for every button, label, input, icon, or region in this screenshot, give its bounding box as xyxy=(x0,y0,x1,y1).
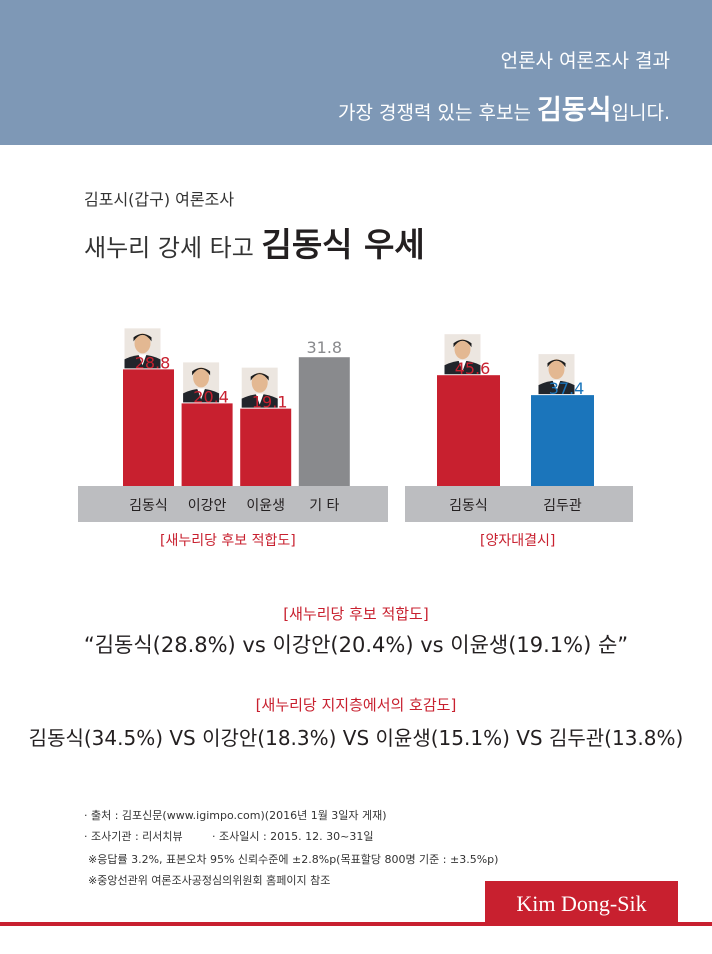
photo-shirt xyxy=(255,393,264,405)
chart-caption-head-to-head: [양자대결시] xyxy=(480,533,556,549)
bar xyxy=(181,403,233,486)
footnote-source: · 출처 : 김포신문(www.igimpo.com)(2016년 1월 3일자… xyxy=(84,809,387,822)
bar-value-label: 20.4 xyxy=(193,387,229,406)
header-banner: 언론사 여론조사 결과 가장 경쟁력 있는 후보는 김동식입니다. xyxy=(0,0,712,145)
candidate-photo-0 xyxy=(124,328,161,369)
footnote-reference: ※중앙선관위 여론조사공정심의위원회 홈페이지 참조 xyxy=(88,874,331,887)
photo-face xyxy=(134,333,151,354)
category-label: 이강안 xyxy=(188,498,227,514)
category-label: 김동식 xyxy=(449,498,488,514)
footnote-date: · 조사일시 : 2015. 12. 30~31일 xyxy=(212,830,374,843)
header-line-2-post: 입니다. xyxy=(611,102,670,124)
candidate-photo-0 xyxy=(444,334,481,375)
survey-subtitle: 김포시(갑구) 여론조사 xyxy=(84,190,235,209)
survey-headline: 새누리 강세 타고 김동식 우세 xyxy=(84,218,425,266)
photo-hair xyxy=(453,339,472,348)
header-candidate-name: 김동식 xyxy=(536,95,612,126)
bar xyxy=(437,375,500,486)
category-label: 기 타 xyxy=(309,498,339,514)
category-label: 김두관 xyxy=(543,498,582,514)
photo-shirt xyxy=(458,360,467,372)
candidate-photo-1 xyxy=(183,362,220,403)
header-line-2: 가장 경쟁력 있는 후보는 김동식입니다. xyxy=(338,88,670,127)
bar-value-label: 31.8 xyxy=(306,338,342,357)
category-label: 김동식 xyxy=(129,498,168,514)
photo-hair xyxy=(133,333,152,342)
photo-face xyxy=(251,372,268,393)
category-label-band xyxy=(405,486,633,522)
brand-name: Kim Dong-Sik xyxy=(516,891,647,916)
bar xyxy=(531,395,594,486)
photo-face xyxy=(454,339,471,360)
photo-hair xyxy=(192,367,211,376)
header-line-2-pre: 가장 경쟁력 있는 후보는 xyxy=(338,102,537,124)
photo-face xyxy=(193,367,210,388)
bottom-rule xyxy=(0,922,712,926)
section-fitness-title: [새누리당 후보 적합도] xyxy=(283,605,429,623)
photo-hair xyxy=(250,373,269,381)
headline-pre: 새누리 강세 타고 xyxy=(84,234,262,262)
category-label-band xyxy=(78,486,388,522)
category-label: 이윤생 xyxy=(246,498,285,514)
section-favorability-title: [새누리당 지지층에서의 호감도] xyxy=(255,696,457,714)
headline-bold: 김동식 우세 xyxy=(261,225,425,264)
bar xyxy=(298,357,350,486)
photo-shirt xyxy=(138,354,147,366)
bar-value-label: 37.4 xyxy=(549,379,585,398)
footnote-agency: · 조사기관 : 리서치뷰 xyxy=(84,830,183,843)
brand-badge: Kim Dong-Sik xyxy=(485,881,678,924)
photo-hair xyxy=(547,359,566,368)
chart-candidate-fitness: 28.8 김동식 20.4 이강안 19.1 이윤생 31.8 기 타 xyxy=(78,328,388,522)
bar xyxy=(123,369,174,486)
candidate-photo-2 xyxy=(241,367,278,408)
bar-value-label: 45.6 xyxy=(455,359,491,378)
chart-head-to-head: 45.6 김동식 37.4 김두관 xyxy=(405,334,633,522)
bar-charts: 28.8 김동식 20.4 이강안 19.1 이윤생 31.8 기 타 45.6 김동식 37.4… xyxy=(78,328,633,522)
photo-shirt xyxy=(197,388,206,400)
bar xyxy=(240,408,292,486)
photo-shirt xyxy=(552,380,561,392)
section-fitness-text: “김동식(28.8%) vs 이강안(20.4%) vs 이윤생(19.1%) … xyxy=(83,633,629,657)
header-line-1: 언론사 여론조사 결과 xyxy=(500,50,670,72)
photo-face xyxy=(548,359,565,380)
chart-caption-fitness: [새누리당 후보 적합도] xyxy=(160,533,296,549)
bar-value-label: 28.8 xyxy=(135,353,171,372)
bar-value-label: 19.1 xyxy=(252,393,288,412)
section-favorability-text: 김동식(34.5%) VS 이강안(18.3%) VS 이윤생(15.1%) V… xyxy=(28,726,684,750)
footnote-response-rate: ※응답률 3.2%, 표본오차 95% 신뢰수준에 ±2.8%p(목표할당 80… xyxy=(88,853,499,866)
candidate-photo-1 xyxy=(538,354,575,395)
